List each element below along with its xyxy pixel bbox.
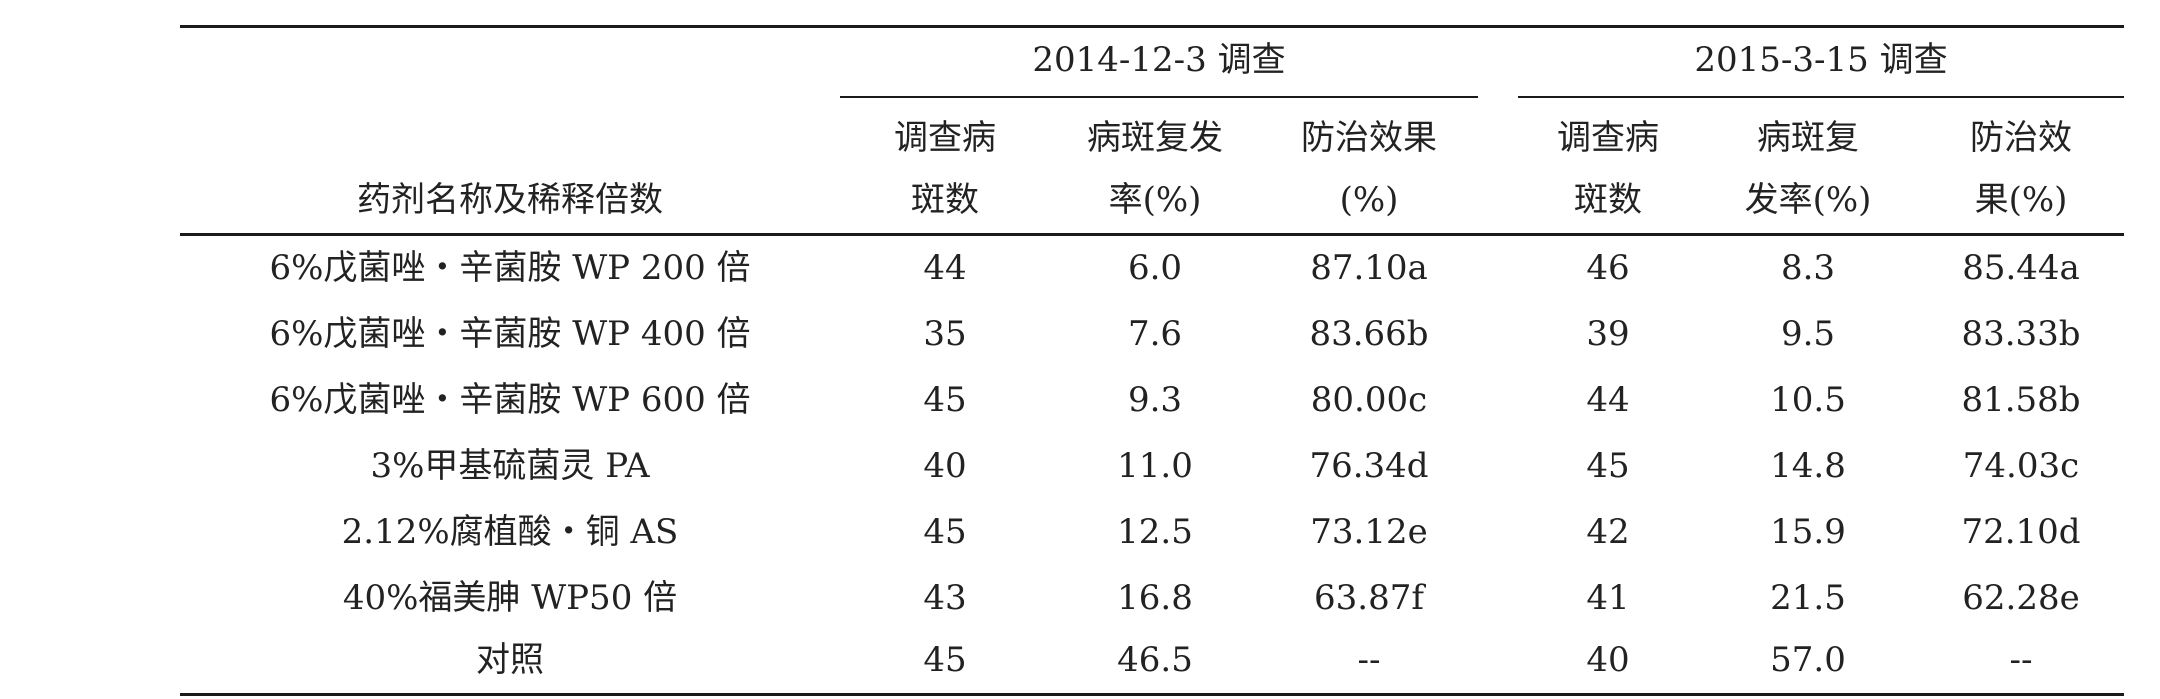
table-cell: 62.28e [1962, 578, 2080, 618]
table-cell: 10.5 [1770, 380, 1846, 420]
column-header-line2: 斑数 [911, 180, 979, 220]
table-cell: 35 [923, 314, 967, 354]
agent-name-cell: 2.12%腐植酸・铜 AS [341, 512, 679, 552]
table-cell: 43 [923, 578, 967, 618]
table-cell: 46 [1586, 248, 1630, 288]
table-top-rule [180, 25, 2124, 28]
table-cell: -- [1357, 640, 1381, 680]
column-header-line2: 果(%) [1974, 180, 2068, 220]
table-cell: 16.8 [1117, 578, 1193, 618]
column-header-line2: 发率(%) [1744, 180, 1872, 220]
table-row: 6%戊菌唑・辛菌胺 WP 200 倍 44 6.0 87.10a 46 8.3 … [180, 236, 2124, 302]
table-cell: 87.10a [1310, 248, 1428, 288]
table-cell: 44 [1586, 380, 1630, 420]
column-header-line1: 防治效果 [1301, 118, 1437, 158]
table-cell: 83.33b [1961, 314, 2081, 354]
table-row: 2.12%腐植酸・铜 AS 45 12.5 73.12e 42 15.9 72.… [180, 500, 2124, 566]
table-cell: 7.6 [1127, 314, 1183, 354]
column-header-line1: 调查病 [894, 118, 996, 158]
table-cell: 46.5 [1117, 640, 1193, 680]
agent-name-cell: 对照 [476, 640, 544, 680]
table-cell: 76.34d [1309, 446, 1429, 486]
table-cell: 45 [923, 380, 967, 420]
column-header-line2: 斑数 [1574, 180, 1642, 220]
table-bottom-rule [180, 693, 2124, 696]
table-cell: 40 [923, 446, 967, 486]
data-table: 2014-12-3 调查 2015-3-15 调查 药剂名称及稀释倍数 调查病 … [180, 0, 2124, 699]
column-header-agent: 药剂名称及稀释倍数 [357, 180, 663, 220]
column-header-line1: 病斑复发 [1087, 118, 1223, 158]
agent-name-cell: 40%福美胂 WP50 倍 [342, 578, 678, 618]
group-header-2014: 2014-12-3 调查 [1032, 40, 1286, 80]
table-cell: 14.8 [1770, 446, 1846, 486]
agent-name-cell: 6%戊菌唑・辛菌胺 WP 400 倍 [269, 314, 751, 354]
table-cell: 80.00c [1310, 380, 1428, 420]
table-row: 40%福美胂 WP50 倍 43 16.8 63.87f 41 21.5 62.… [180, 566, 2124, 632]
table-cell: -- [2009, 640, 2033, 680]
table-cell: 15.9 [1770, 512, 1846, 552]
table-cell: 45 [923, 640, 967, 680]
table-cell: 72.10d [1961, 512, 2081, 552]
table-cell: 8.3 [1780, 248, 1836, 288]
table-cell: 85.44a [1962, 248, 2080, 288]
group-b-rule [1518, 96, 2124, 98]
table-cell: 81.58b [1961, 380, 2081, 420]
table-row: 6%戊菌唑・辛菌胺 WP 600 倍 45 9.3 80.00c 44 10.5… [180, 368, 2124, 434]
table-cell: 9.5 [1780, 314, 1836, 354]
column-header-line1: 调查病 [1557, 118, 1659, 158]
table-cell: 63.87f [1314, 578, 1424, 618]
table-cell: 42 [1586, 512, 1630, 552]
agent-name-cell: 6%戊菌唑・辛菌胺 WP 600 倍 [269, 380, 751, 420]
table-cell: 44 [923, 248, 967, 288]
column-header-line1: 病斑复 [1757, 118, 1859, 158]
table-row: 3%甲基硫菌灵 PA 40 11.0 76.34d 45 14.8 74.03c [180, 434, 2124, 500]
table-cell: 74.03c [1962, 446, 2080, 486]
table-cell: 45 [923, 512, 967, 552]
table-cell: 11.0 [1117, 446, 1193, 486]
table-cell: 21.5 [1770, 578, 1846, 618]
column-header-line2: 率(%) [1108, 180, 1202, 220]
table-cell: 83.66b [1309, 314, 1429, 354]
group-header-2015: 2015-3-15 调查 [1694, 40, 1948, 80]
table-cell: 9.3 [1127, 380, 1183, 420]
table-row: 对照 45 46.5 -- 40 57.0 -- [180, 628, 2124, 694]
column-header-line2: (%) [1339, 180, 1399, 220]
agent-name-cell: 3%甲基硫菌灵 PA [370, 446, 650, 486]
header-bottom-rule [180, 233, 2124, 236]
column-header-line1: 防治效 [1970, 118, 2072, 158]
table-cell: 73.12e [1310, 512, 1428, 552]
table-cell: 40 [1586, 640, 1630, 680]
table-cell: 45 [1586, 446, 1630, 486]
table-cell: 41 [1586, 578, 1630, 618]
table-cell: 57.0 [1770, 640, 1846, 680]
table-cell: 12.5 [1117, 512, 1193, 552]
table-cell: 39 [1586, 314, 1630, 354]
table-row: 6%戊菌唑・辛菌胺 WP 400 倍 35 7.6 83.66b 39 9.5 … [180, 302, 2124, 368]
agent-name-cell: 6%戊菌唑・辛菌胺 WP 200 倍 [269, 248, 751, 288]
table-cell: 6.0 [1127, 248, 1183, 288]
group-a-rule [840, 96, 1478, 98]
